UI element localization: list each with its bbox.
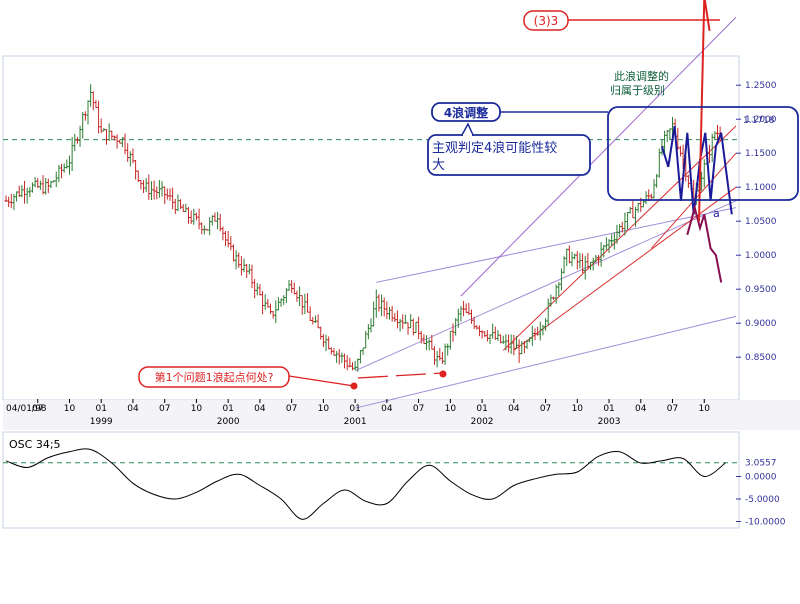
x-year-label: 2003 [598,417,621,427]
subjective-note-box [427,134,591,176]
wave1-pointer-a [288,375,355,387]
y-tick-label: 1.1500 [745,149,777,159]
y-tick-label: 0.9500 [745,285,777,295]
subjective-note-line2: 大 [432,158,445,173]
x-month-label: 10 [445,404,457,414]
x-month-label: 01 [603,404,614,414]
x-month-label: 04 [127,404,139,414]
wave-degree-note-line1: 此浪调整的 [614,69,669,83]
x-month-label: 04 [381,404,393,414]
x-month-label: 07 [413,404,424,414]
trend-line [355,315,737,409]
osc-last-value: 3.0557 [745,459,777,469]
wave-region-box [607,106,799,201]
wave1-point-a [350,382,358,390]
trend-line [502,125,737,351]
wave1-question: 第1个问题1浪起点何处? [155,370,274,384]
x-month-label: 01 [95,404,106,414]
y-tick-label: 1.0500 [745,217,777,227]
x-month-label: 07 [32,404,43,414]
wave-path [686,203,723,283]
wave1-point-b [439,370,447,378]
x-month-label: 10 [64,404,76,414]
osc-y-tick-label: -5.0000 [745,495,780,505]
price-tag: 1.1718 [743,116,775,126]
wave4-label: 4浪调整 [444,105,488,120]
trend-line [460,16,737,297]
subjective-note-line1: 主观判定4浪可能性较 [432,141,557,156]
x-start-label: 04/01/98 [6,404,47,414]
y-tick-label: 0.8500 [745,353,777,363]
x-month-label: 07 [667,404,678,414]
wave-degree-note-line2: 归属于级别 [610,83,665,97]
x-month-label: 10 [191,404,203,414]
wave1-question-bubble [138,366,290,388]
x-month-label: 04 [508,404,520,414]
x-month-label: 10 [699,404,711,414]
x-month-label: 07 [159,404,170,414]
price-y-axis: 1.2500 1.2000 1.1500 1.1000 1.0500 1.0000 0.95… [736,81,777,363]
x-month-label: 10 [572,404,584,414]
trend-line [354,200,737,372]
x-year-label: 2001 [344,417,367,427]
x-month-label: 07 [286,404,297,414]
x-month-label: 04 [635,404,647,414]
osc-panel-frame [2,431,740,529]
x-month-label: 01 [222,404,233,414]
y-tick-label: 1.1000 [745,183,777,193]
x-month-label: 10 [318,404,330,414]
wave-a-label: a [713,207,720,220]
x-month-label: 07 [540,404,551,414]
x-year-label: 1999 [90,417,113,427]
y-tick-label: 1.0000 [745,251,777,261]
x-month-label: 01 [349,404,360,414]
y-tick-label: 1.2500 [745,81,777,91]
osc-title: OSC 34;5 [9,438,61,451]
oscillator: -10.0000 -5.0000 0.0000 3.0557 [3,448,786,528]
x-month-label: 04 [254,404,266,414]
x-axis-strip [3,400,800,430]
osc-line [5,448,726,520]
wave-3-label: (3)3 [534,14,559,28]
osc-y-tick-label: 0.0000 [745,473,777,483]
y-tick-label: 0.9000 [745,319,777,329]
wave1-pointer-b [357,372,444,379]
osc-y-tick-label: -10.0000 [745,518,786,528]
x-year-label: 2000 [217,417,240,427]
x-year-label: 2002 [471,417,494,427]
price-bars [4,84,722,372]
x-month-label: 01 [476,404,487,414]
y-tick-label: 1.2000 [745,115,777,125]
price-panel-frame [2,55,740,401]
